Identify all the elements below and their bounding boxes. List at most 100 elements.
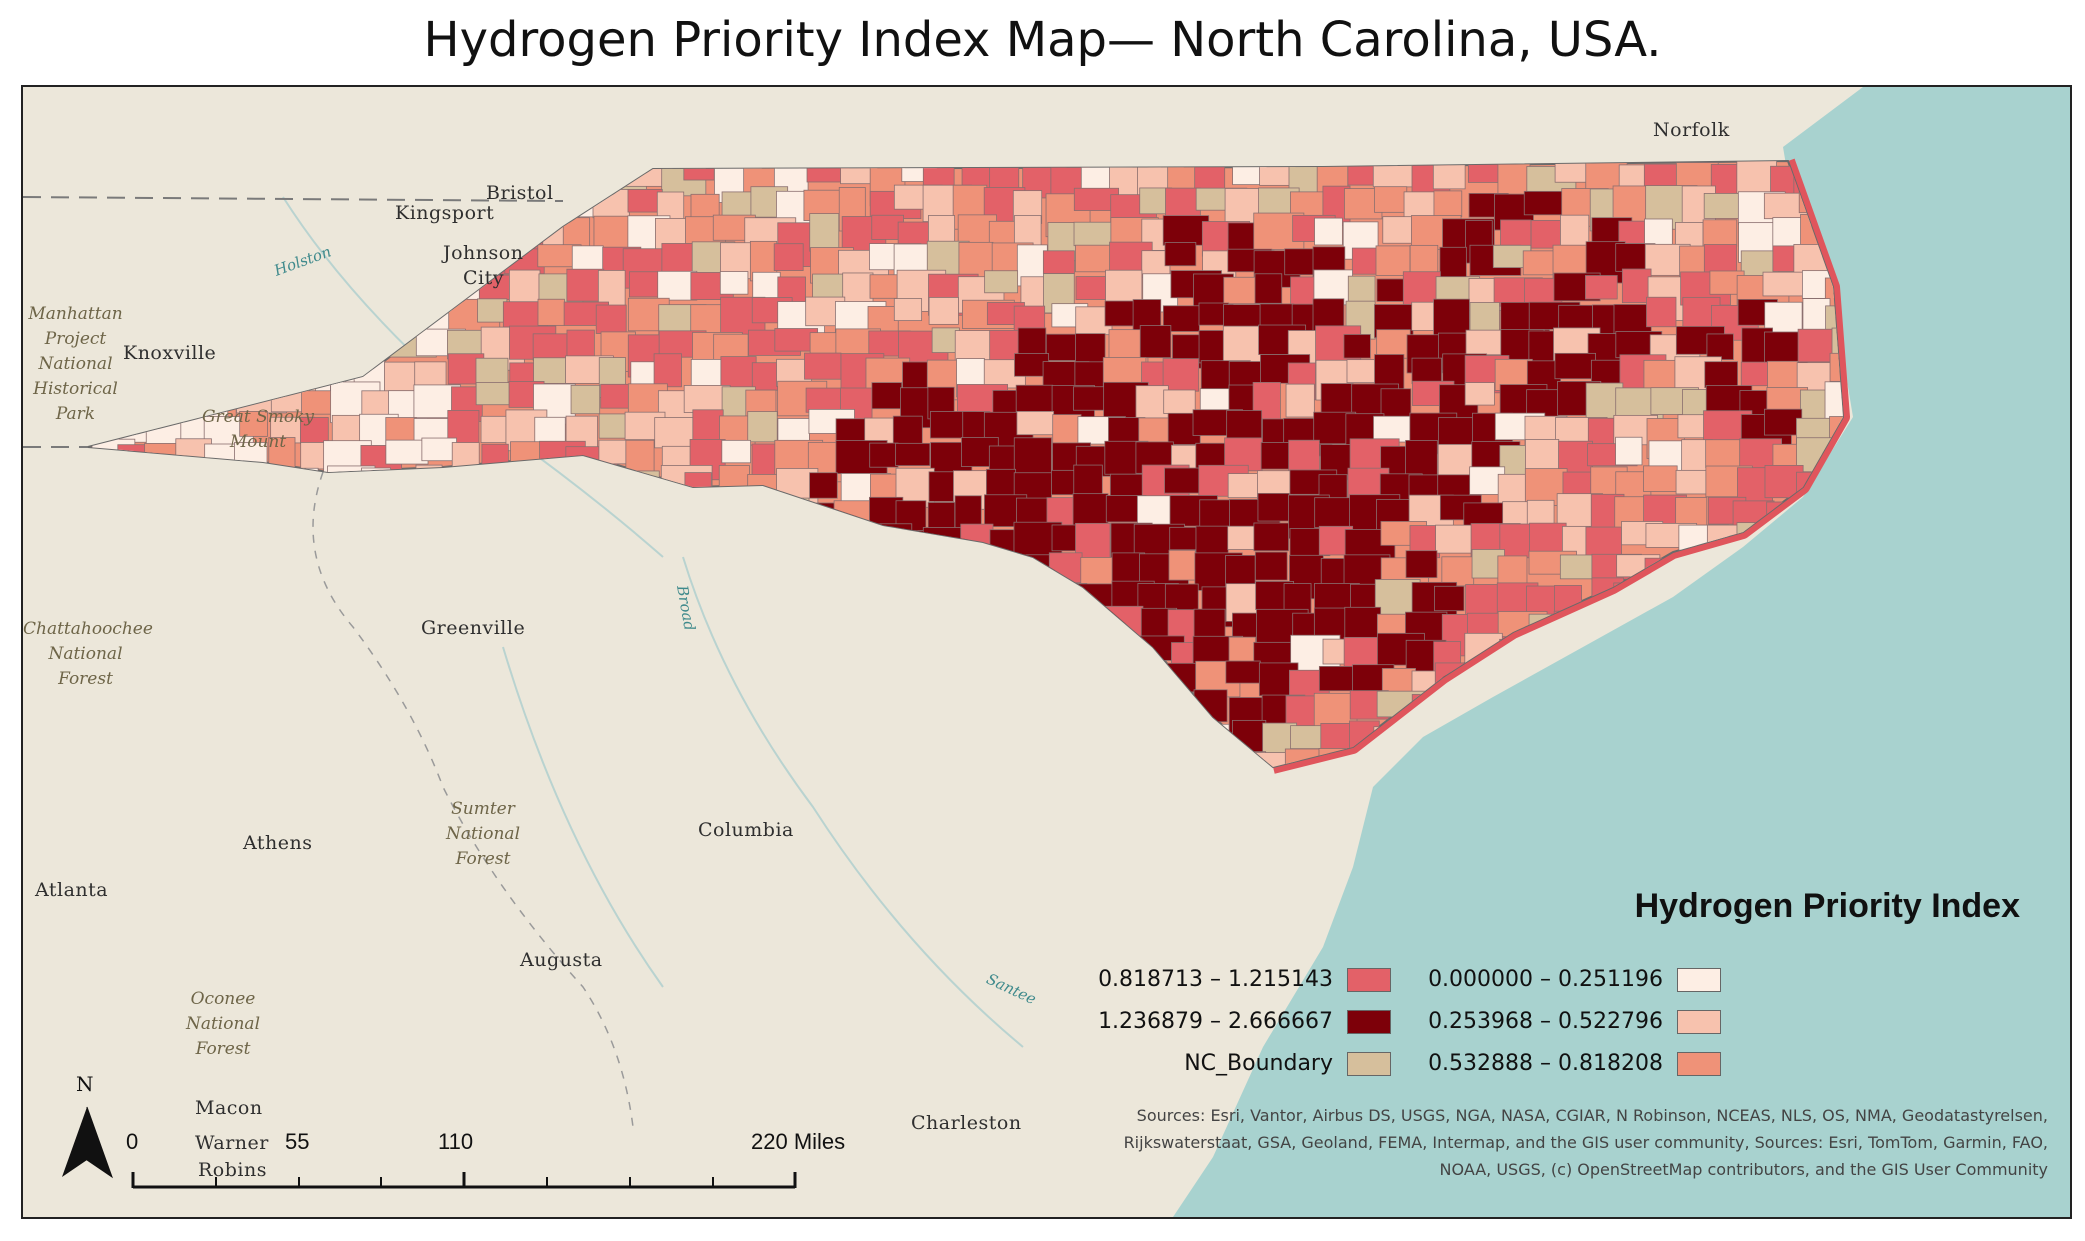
county-tile xyxy=(448,557,486,603)
county-tile xyxy=(572,747,604,767)
county-tile xyxy=(1254,551,1288,581)
county-tile xyxy=(533,357,571,384)
county-tile xyxy=(776,691,826,730)
county-tile xyxy=(387,220,418,263)
county-tile xyxy=(503,549,540,587)
county-tile xyxy=(537,580,587,613)
county-tile xyxy=(88,161,124,195)
county-tile xyxy=(690,661,719,696)
county-tile xyxy=(331,554,379,583)
county-tile xyxy=(356,299,399,332)
county-tile xyxy=(1411,357,1442,385)
county-tile xyxy=(804,635,848,666)
county-tile xyxy=(687,528,737,559)
county-tile xyxy=(1227,777,1277,807)
county-tile xyxy=(323,753,367,767)
county-tile xyxy=(479,528,523,555)
county-tile xyxy=(326,778,364,811)
county-tile xyxy=(632,776,671,819)
county-tile xyxy=(300,331,344,367)
county-tile xyxy=(566,268,605,302)
county-tile xyxy=(897,582,949,611)
county-tile xyxy=(865,555,915,586)
place-label: Macon xyxy=(195,1097,263,1119)
county-tile xyxy=(1045,641,1090,670)
county-tile xyxy=(991,579,1036,617)
county-tile xyxy=(538,633,583,667)
county-tile xyxy=(596,754,639,767)
county-tile xyxy=(479,579,508,605)
county-tile xyxy=(387,250,420,295)
county-tile xyxy=(239,411,268,437)
county-tile xyxy=(866,754,896,767)
county-tile xyxy=(270,549,314,579)
county-tile xyxy=(602,637,642,676)
county-tile xyxy=(806,606,845,640)
county-tile xyxy=(1140,668,1180,706)
county-tile xyxy=(1433,190,1463,217)
county-tile xyxy=(267,584,315,613)
county-tile xyxy=(149,580,183,613)
county-tile xyxy=(144,783,171,823)
county-tile xyxy=(537,691,588,727)
county-tile xyxy=(1376,329,1411,359)
county-tile xyxy=(1015,577,1064,621)
county-tile xyxy=(174,161,216,191)
county-tile xyxy=(1464,382,1495,406)
county-tile xyxy=(300,641,352,665)
county-tile xyxy=(894,553,937,588)
county-tile xyxy=(476,725,521,755)
county-tile xyxy=(264,777,299,809)
county-tile xyxy=(1405,550,1438,579)
county-tile xyxy=(832,549,884,591)
county-tile xyxy=(235,781,268,808)
county-tile xyxy=(415,663,445,688)
county-tile xyxy=(596,529,632,570)
county-tile xyxy=(1441,556,1475,587)
scale-tick-label: 110 xyxy=(438,1129,474,1154)
county-tile xyxy=(234,358,263,391)
county-tile xyxy=(386,472,415,498)
county-tile xyxy=(1022,719,1055,746)
county-tile xyxy=(115,187,147,221)
county-tile xyxy=(623,581,671,615)
county-tile xyxy=(1080,778,1117,802)
county-tile xyxy=(1164,467,1204,494)
county-tile xyxy=(1615,436,1643,466)
county-tile xyxy=(1646,296,1677,328)
county-tile xyxy=(1049,754,1095,767)
county-tile xyxy=(541,467,591,491)
county-tile xyxy=(328,215,364,258)
county-tile xyxy=(472,557,501,602)
county-tile xyxy=(327,242,377,278)
county-tile xyxy=(88,578,138,607)
legend-label: 1.236879 – 2.666667 xyxy=(1098,1009,1333,1034)
map-canvas[interactable] xyxy=(23,87,2070,1217)
county-tile xyxy=(451,442,480,484)
county-tile xyxy=(151,609,183,642)
county-tile xyxy=(237,529,290,565)
legend-item: 0.253968 – 0.522796 xyxy=(1393,1009,1721,1034)
county-tile xyxy=(713,718,756,745)
county-tile xyxy=(263,299,295,341)
county-tile xyxy=(300,669,345,711)
county-tile xyxy=(602,584,639,611)
county-tile xyxy=(956,724,997,764)
county-tile xyxy=(809,213,840,252)
county-tile xyxy=(386,161,439,192)
county-tile xyxy=(1048,552,1083,584)
county-tile xyxy=(88,719,121,745)
county-tile xyxy=(361,576,390,603)
county-tile xyxy=(808,695,861,733)
county-tile xyxy=(691,754,724,767)
county-tile xyxy=(443,746,472,767)
map-frame[interactable]: Norfolk Bristol Kingsport Johnson City K… xyxy=(21,85,2072,1219)
county-tile xyxy=(121,298,165,339)
county-tile xyxy=(565,549,616,589)
county-tile xyxy=(659,634,692,670)
county-tile xyxy=(772,638,825,676)
county-tile xyxy=(353,161,392,186)
county-tile xyxy=(301,725,330,765)
legend-label: 0.000000 – 0.251196 xyxy=(1428,967,1663,992)
county-tile xyxy=(1702,219,1738,247)
